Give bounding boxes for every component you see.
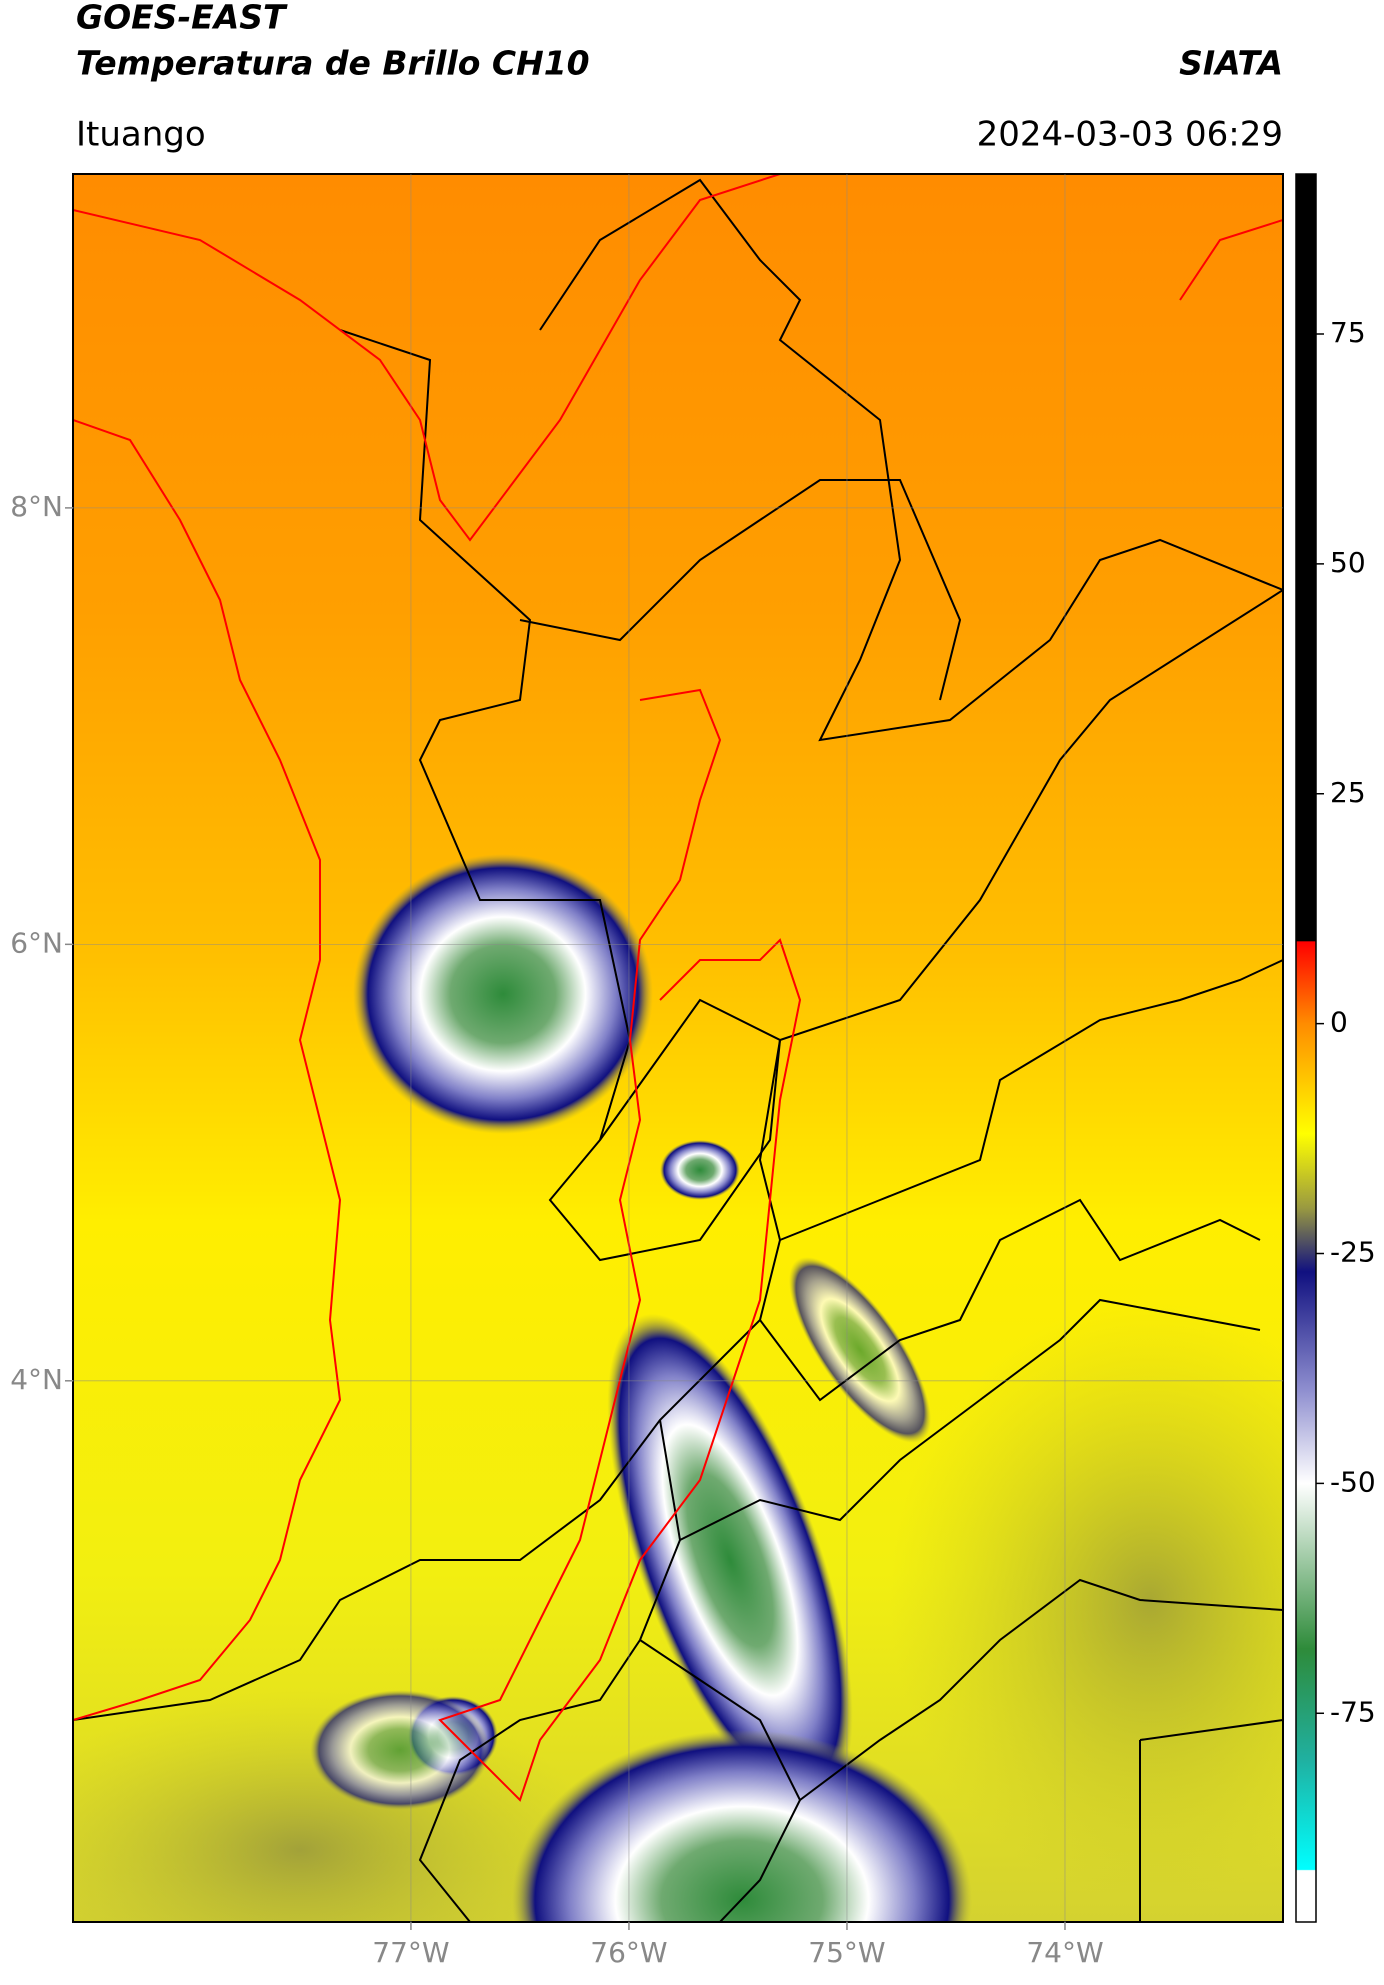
colorbar-tick-label: -75 xyxy=(1330,1695,1376,1728)
y-tick-label: 6°N xyxy=(10,926,63,959)
title-top: GOES-EAST xyxy=(76,0,288,37)
colorbar-tick-label: 0 xyxy=(1330,1006,1348,1039)
colorbar-tick-label: -25 xyxy=(1330,1236,1376,1269)
y-tick-label: 8°N xyxy=(10,490,63,523)
map-image xyxy=(73,174,1283,1922)
colorbar-tick-label: 25 xyxy=(1330,776,1366,809)
title: Temperatura de Brillo CH10 xyxy=(76,44,590,83)
x-tick-label: 77°W xyxy=(372,1936,449,1969)
colorbar-tick-label: 50 xyxy=(1330,546,1366,579)
source: SIATA xyxy=(1179,44,1283,83)
colorbar xyxy=(1295,173,1317,1923)
x-tick-label: 74°W xyxy=(1026,1936,1103,1969)
datetime: 2024-03-03 06:29 xyxy=(977,115,1283,155)
x-tick-label: 75°W xyxy=(808,1936,885,1969)
x-tick-label: 76°W xyxy=(590,1936,667,1969)
region: Ituango xyxy=(76,115,206,155)
colorbar-tick-label: -50 xyxy=(1330,1465,1376,1498)
map-frame xyxy=(72,173,1284,1923)
y-tick-label: 4°N xyxy=(10,1363,63,1396)
colorbar-tick-label: 75 xyxy=(1330,316,1366,349)
